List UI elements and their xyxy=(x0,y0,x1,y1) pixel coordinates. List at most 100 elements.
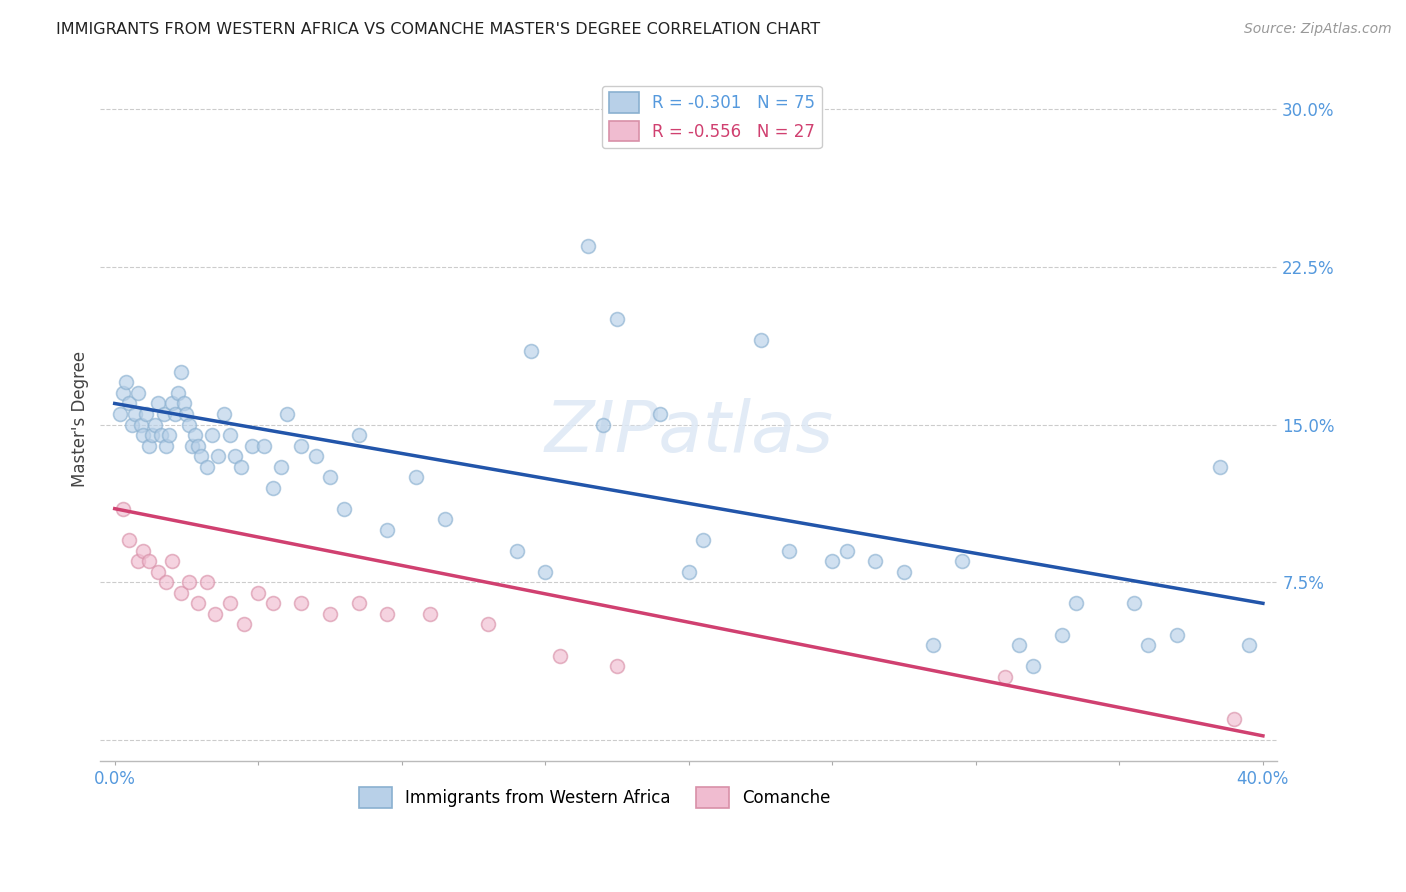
Point xyxy=(950,554,973,568)
Point xyxy=(179,575,201,590)
Point xyxy=(333,501,356,516)
Point xyxy=(232,617,254,632)
Point xyxy=(129,417,152,432)
Point xyxy=(276,407,298,421)
Point xyxy=(157,428,180,442)
Point xyxy=(118,533,141,548)
Point xyxy=(433,512,456,526)
Point xyxy=(347,428,370,442)
Point xyxy=(212,407,235,421)
Point xyxy=(127,554,149,568)
Point xyxy=(121,417,143,432)
Point xyxy=(1209,459,1232,474)
Point xyxy=(218,428,240,442)
Point xyxy=(606,659,628,673)
Point xyxy=(606,312,628,326)
Point xyxy=(195,459,218,474)
Text: Source: ZipAtlas.com: Source: ZipAtlas.com xyxy=(1244,22,1392,37)
Text: ZIPatlas: ZIPatlas xyxy=(544,399,834,467)
Point xyxy=(135,407,157,421)
Point xyxy=(152,407,174,421)
Point xyxy=(187,438,209,452)
Point xyxy=(505,543,527,558)
Point xyxy=(173,396,195,410)
Point xyxy=(592,417,614,432)
Point xyxy=(190,449,212,463)
Point xyxy=(112,501,135,516)
Point xyxy=(835,543,858,558)
Point xyxy=(207,449,229,463)
Point xyxy=(548,648,571,663)
Legend: Immigrants from Western Africa, Comanche: Immigrants from Western Africa, Comanche xyxy=(352,780,838,814)
Point xyxy=(893,565,915,579)
Point xyxy=(195,575,218,590)
Point xyxy=(377,523,399,537)
Text: IMMIGRANTS FROM WESTERN AFRICA VS COMANCHE MASTER'S DEGREE CORRELATION CHART: IMMIGRANTS FROM WESTERN AFRICA VS COMANC… xyxy=(56,22,820,37)
Point xyxy=(821,554,844,568)
Point xyxy=(229,459,252,474)
Point xyxy=(155,575,177,590)
Point xyxy=(112,386,135,401)
Point xyxy=(132,428,155,442)
Point xyxy=(184,428,207,442)
Point xyxy=(149,428,172,442)
Point xyxy=(290,596,312,610)
Point xyxy=(477,617,499,632)
Point xyxy=(253,438,276,452)
Point xyxy=(242,438,264,452)
Point xyxy=(179,417,201,432)
Y-axis label: Master's Degree: Master's Degree xyxy=(72,351,89,487)
Point xyxy=(1066,596,1088,610)
Point xyxy=(520,343,543,358)
Point xyxy=(146,396,169,410)
Point xyxy=(146,565,169,579)
Point xyxy=(377,607,399,621)
Point xyxy=(201,428,224,442)
Point xyxy=(678,565,700,579)
Point xyxy=(405,470,427,484)
Point xyxy=(865,554,887,568)
Point xyxy=(143,417,166,432)
Point xyxy=(347,596,370,610)
Point xyxy=(176,407,198,421)
Point xyxy=(993,670,1015,684)
Point xyxy=(118,396,141,410)
Point xyxy=(304,449,326,463)
Point xyxy=(218,596,240,610)
Point xyxy=(262,596,284,610)
Point xyxy=(160,396,183,410)
Point xyxy=(319,470,342,484)
Point xyxy=(1022,659,1045,673)
Point xyxy=(138,554,160,568)
Point xyxy=(115,376,138,390)
Point xyxy=(138,438,160,452)
Point xyxy=(1050,628,1073,642)
Point xyxy=(749,334,772,348)
Point xyxy=(290,438,312,452)
Point xyxy=(1166,628,1188,642)
Point xyxy=(127,386,149,401)
Point xyxy=(181,438,204,452)
Point xyxy=(1237,639,1260,653)
Point xyxy=(692,533,714,548)
Point xyxy=(778,543,800,558)
Point xyxy=(160,554,183,568)
Point xyxy=(534,565,557,579)
Point xyxy=(576,238,599,252)
Point xyxy=(132,543,155,558)
Point xyxy=(262,481,284,495)
Point xyxy=(155,438,177,452)
Point xyxy=(170,586,193,600)
Point xyxy=(270,459,292,474)
Point xyxy=(224,449,246,463)
Point xyxy=(1122,596,1144,610)
Point xyxy=(319,607,342,621)
Point xyxy=(141,428,163,442)
Point xyxy=(110,407,132,421)
Point xyxy=(187,596,209,610)
Point xyxy=(163,407,186,421)
Point xyxy=(247,586,270,600)
Point xyxy=(1008,639,1031,653)
Point xyxy=(170,365,193,379)
Point xyxy=(648,407,671,421)
